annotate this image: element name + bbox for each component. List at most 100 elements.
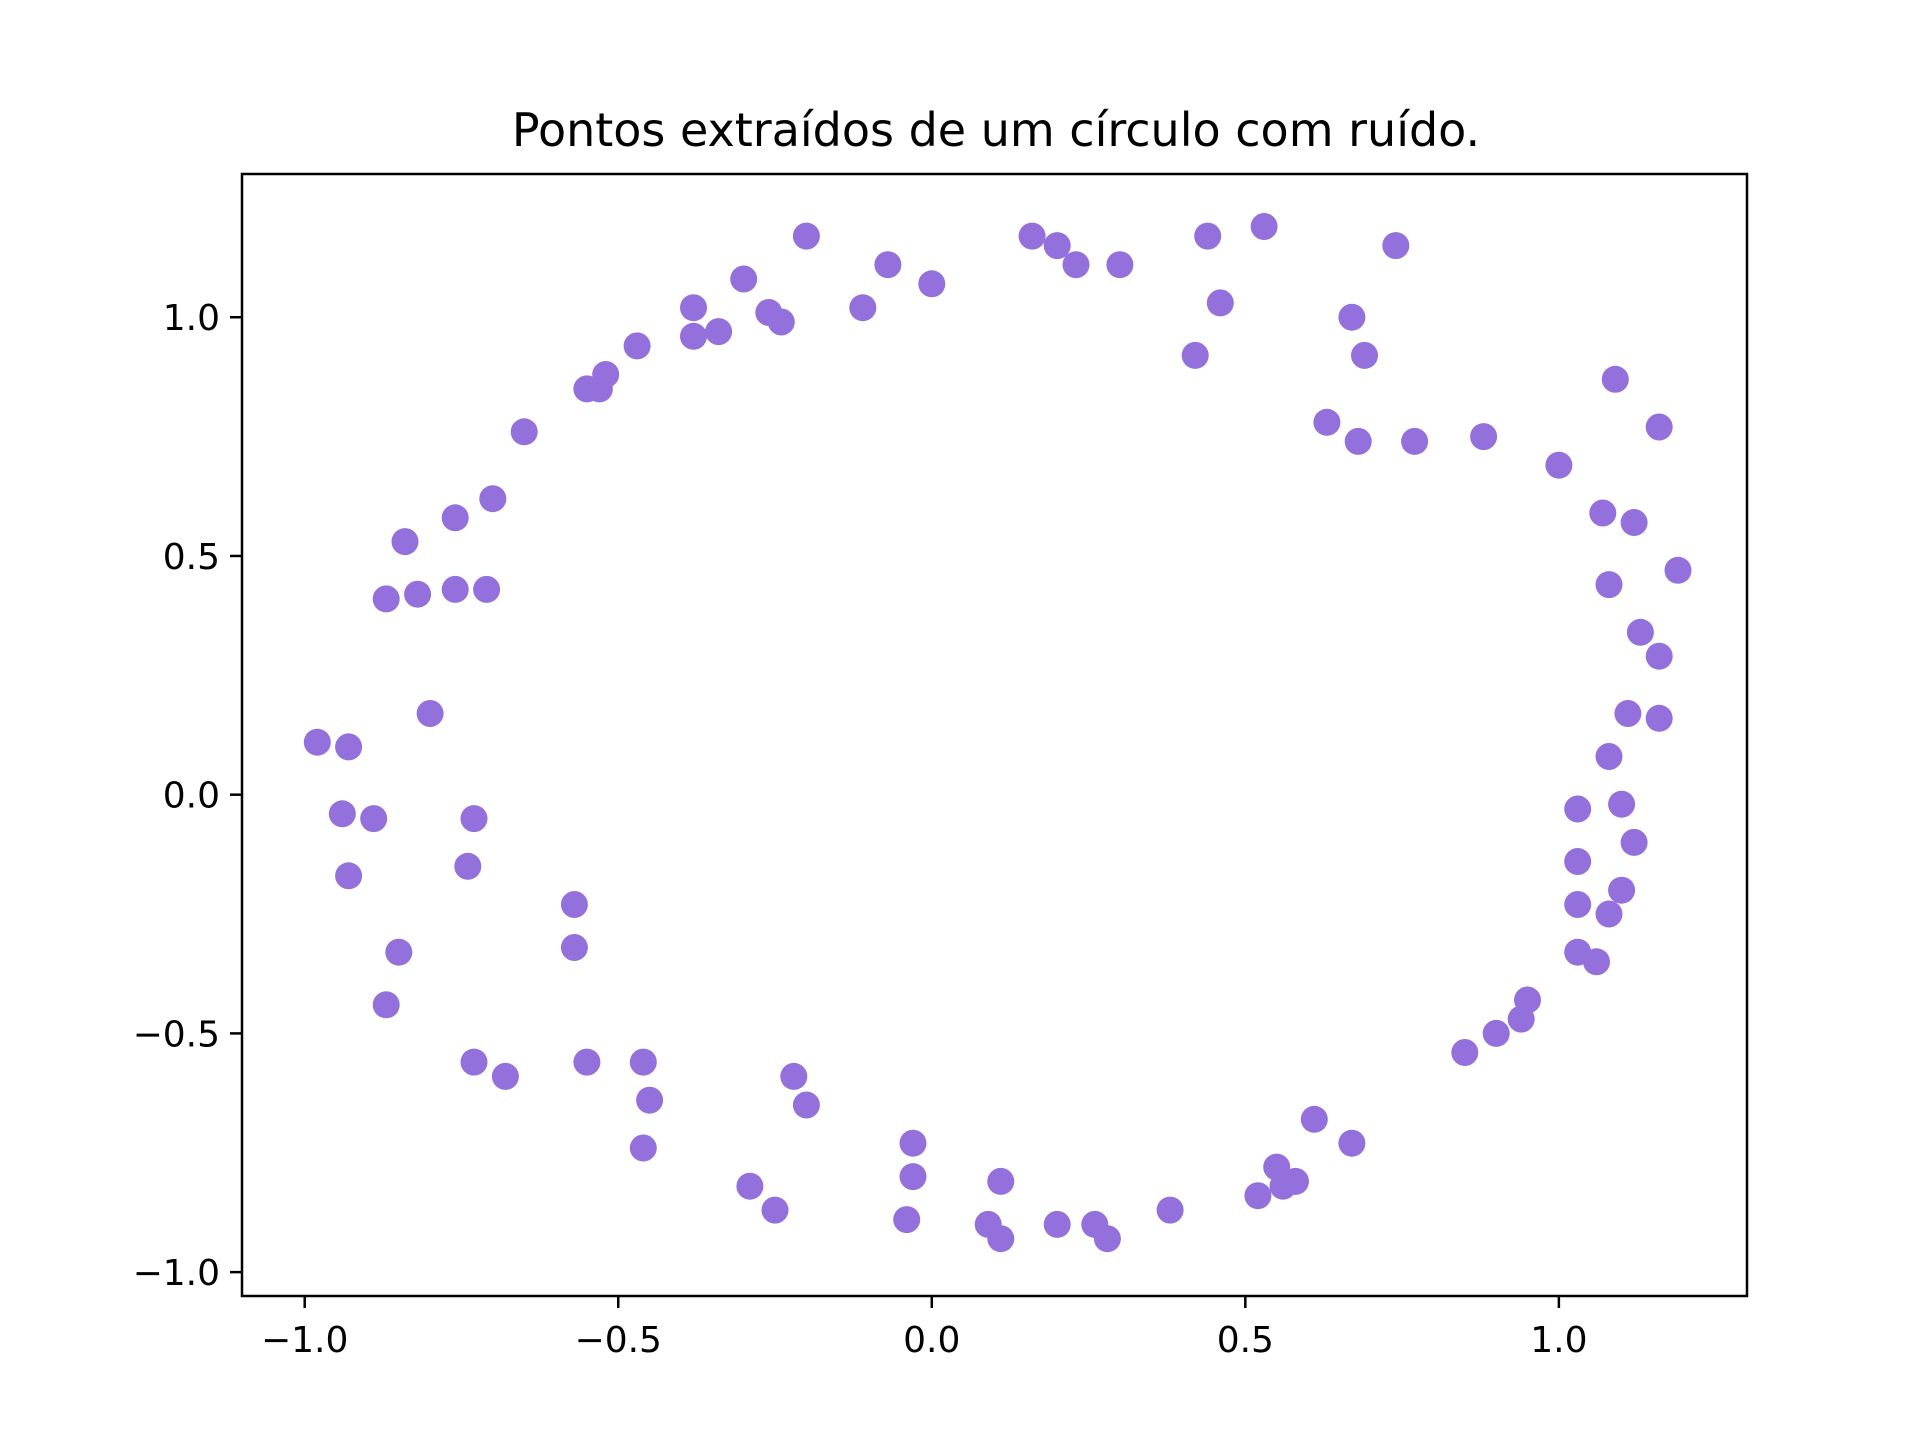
data-point-79	[1545, 451, 1573, 479]
data-point-5	[385, 938, 413, 966]
data-point-13	[441, 504, 469, 532]
data-point-78	[1514, 986, 1541, 1014]
data-point-54	[1018, 222, 1046, 250]
data-point-22	[573, 1048, 601, 1076]
data-point-68	[1313, 408, 1341, 436]
data-point-36	[792, 222, 820, 250]
data-point-12	[473, 575, 501, 603]
data-point-8	[372, 585, 400, 613]
y-tick-label: 0.0	[163, 776, 220, 817]
data-point-67	[1338, 1129, 1366, 1157]
data-point-18	[491, 1062, 519, 1090]
data-point-49	[987, 1225, 1015, 1253]
y-tick-label: −1.0	[133, 1253, 220, 1294]
data-point-80	[1564, 795, 1592, 823]
data-point-15	[460, 805, 488, 833]
data-point-87	[1595, 743, 1623, 770]
data-point-43	[761, 1196, 789, 1224]
data-point-0	[303, 728, 331, 756]
data-point-86	[1595, 571, 1623, 599]
data-point-90	[1608, 790, 1636, 818]
data-point-1	[335, 733, 363, 761]
data-point-37	[849, 294, 877, 322]
data-point-89	[1601, 365, 1629, 393]
data-point-84	[1583, 948, 1610, 976]
data-point-95	[1626, 618, 1654, 646]
data-point-73	[1401, 427, 1429, 455]
data-point-29	[623, 332, 651, 360]
data-point-66	[1300, 1105, 1328, 1133]
data-point-23	[629, 1048, 657, 1076]
data-point-55	[1043, 232, 1071, 260]
data-point-61	[1250, 213, 1278, 240]
data-point-76	[1482, 1019, 1510, 1047]
data-point-4	[335, 862, 363, 890]
data-point-21	[560, 934, 588, 961]
data-point-20	[560, 891, 588, 918]
data-point-94	[1620, 509, 1648, 536]
chart-title: Pontos extraídos de um círculo com ruído…	[512, 103, 1480, 157]
data-point-40	[780, 1062, 808, 1090]
data-point-75	[1451, 1039, 1479, 1066]
data-point-38	[874, 251, 902, 279]
y-tick-label: −0.5	[133, 1014, 220, 1055]
data-point-92	[1614, 700, 1642, 727]
data-point-33	[730, 265, 758, 293]
data-point-58	[1194, 222, 1222, 250]
data-point-45	[899, 1163, 927, 1191]
x-tick-label: 1.0	[1530, 1320, 1587, 1361]
data-point-17	[460, 1048, 488, 1076]
data-point-14	[479, 485, 507, 513]
data-point-57	[1106, 251, 1134, 279]
y-tick-label: 0.5	[163, 537, 220, 578]
data-point-10	[391, 528, 419, 556]
data-point-65	[1282, 1167, 1309, 1195]
data-point-99	[1664, 556, 1692, 584]
data-point-39	[918, 270, 946, 298]
plot-frame	[240, 172, 1749, 1298]
data-point-24	[636, 1086, 664, 1114]
y-axis: −1.0 −0.5 0.0 0.5 1.0	[133, 298, 242, 1294]
x-tick-label: −0.5	[575, 1320, 662, 1361]
data-point-69	[1338, 303, 1366, 331]
data-point-62	[1244, 1182, 1272, 1210]
data-point-16	[454, 852, 482, 880]
data-point-59	[1206, 289, 1234, 317]
data-point-25	[629, 1134, 657, 1162]
data-point-96	[1645, 642, 1673, 670]
data-point-52	[1093, 1225, 1121, 1253]
x-tick-label: 0.0	[903, 1320, 960, 1361]
data-point-85	[1589, 499, 1617, 527]
data-point-2	[328, 800, 356, 828]
data-point-3	[360, 805, 388, 833]
data-point-42	[736, 1172, 764, 1200]
x-axis: −1.0 −0.5 0.0 0.5 1.0	[261, 1296, 1588, 1361]
data-point-30	[680, 294, 707, 322]
data-point-60	[1181, 341, 1209, 369]
data-point-81	[1564, 848, 1592, 875]
points-layer	[303, 213, 1692, 1253]
data-point-7	[416, 700, 444, 727]
data-point-97	[1645, 413, 1673, 441]
data-point-91	[1608, 876, 1636, 904]
data-point-74	[1470, 423, 1498, 451]
data-point-6	[372, 991, 400, 1019]
data-point-93	[1620, 828, 1648, 856]
data-point-82	[1564, 891, 1592, 918]
data-point-31	[680, 322, 707, 350]
data-point-72	[1382, 232, 1410, 260]
data-point-56	[1062, 251, 1090, 279]
data-point-44	[899, 1129, 927, 1157]
data-point-70	[1351, 341, 1378, 369]
y-tick-label: 1.0	[163, 298, 220, 339]
data-point-9	[404, 580, 432, 608]
data-point-35	[767, 308, 795, 336]
data-point-11	[441, 575, 469, 603]
x-tick-label: 0.5	[1217, 1320, 1274, 1361]
data-point-50	[1043, 1210, 1071, 1238]
data-point-46	[893, 1206, 921, 1234]
data-point-98	[1645, 704, 1673, 732]
data-point-41	[792, 1091, 820, 1119]
data-point-88	[1595, 900, 1623, 928]
